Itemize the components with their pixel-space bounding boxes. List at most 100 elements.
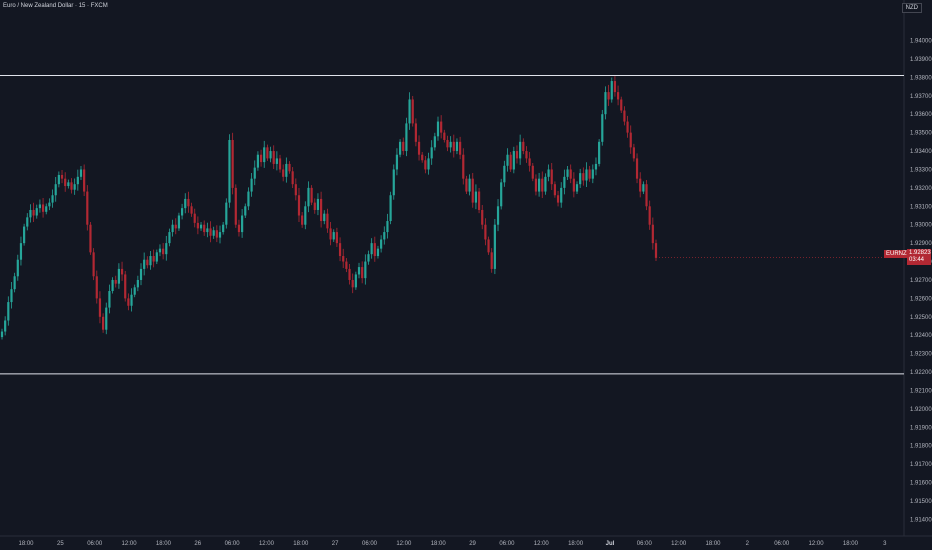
candle-body — [588, 169, 591, 179]
candle-body — [196, 222, 199, 229]
x-tick-label: 29 — [469, 541, 476, 547]
x-tick-label: 18:00 — [568, 541, 584, 547]
x-tick-label: 18:00 — [843, 541, 859, 547]
candle-body — [149, 256, 152, 266]
candle-body — [506, 154, 509, 166]
candle-body — [648, 206, 651, 225]
candle-body — [165, 243, 168, 255]
candle-body — [127, 298, 130, 306]
candle-body — [168, 232, 171, 244]
candle-body — [443, 132, 446, 140]
x-tick-label: 12:00 — [122, 541, 138, 547]
x-tick-label: 18:00 — [293, 541, 309, 547]
candle-body — [582, 173, 585, 181]
candle-body — [509, 154, 512, 170]
candle-body — [79, 169, 83, 177]
bar-countdown: 03:44 — [909, 257, 925, 263]
candle-body — [326, 213, 329, 229]
x-tick-label: 26 — [194, 541, 201, 547]
last-price-value: 1.92823 — [909, 250, 931, 256]
candle-body — [446, 139, 449, 148]
y-tick-label: 1.93100 — [910, 204, 932, 210]
y-tick-label: 1.91400 — [910, 517, 932, 523]
candle-body — [405, 123, 408, 152]
x-tick-label: 12:00 — [671, 541, 687, 547]
candle-body — [114, 279, 117, 284]
candle-body — [320, 198, 323, 222]
y-tick-label: 1.93300 — [910, 167, 932, 173]
candle-body — [269, 151, 272, 159]
candle-body — [585, 169, 588, 181]
candle-body — [361, 267, 364, 279]
candle-body — [95, 276, 98, 299]
currency-label[interactable]: NZD — [901, 3, 922, 13]
y-tick-label: 1.91700 — [910, 462, 932, 468]
candle-body — [607, 92, 610, 100]
candle-body — [231, 139, 234, 188]
x-tick-label: 06:00 — [362, 541, 378, 547]
y-tick-label: 1.92700 — [910, 278, 932, 284]
x-tick-label: 27 — [332, 541, 339, 547]
y-tick-label: 1.93700 — [910, 94, 932, 100]
candle-body — [26, 217, 29, 227]
candle-body — [266, 147, 269, 159]
candle-body — [250, 178, 253, 192]
candle-body — [60, 174, 64, 179]
candle-body — [4, 320, 7, 332]
y-tick-label: 1.92100 — [910, 388, 932, 394]
candle-body — [98, 298, 102, 317]
candle-body — [503, 165, 506, 183]
candle-body — [477, 191, 481, 210]
candle-body — [635, 158, 639, 179]
candle-body — [206, 228, 209, 233]
candle-body — [146, 259, 149, 266]
candle-body — [427, 158, 430, 170]
candle-body — [556, 195, 560, 203]
candle-body — [468, 178, 471, 192]
candle-body — [228, 139, 231, 203]
y-tick-label: 1.93800 — [910, 75, 932, 81]
x-tick-label: 06:00 — [225, 541, 241, 547]
candle-body — [108, 291, 111, 308]
candle-body — [143, 259, 146, 269]
candle-body — [417, 141, 421, 155]
candle-body — [313, 202, 316, 210]
candle-body — [421, 154, 424, 161]
candle-body — [616, 92, 620, 100]
candle-body — [370, 243, 373, 255]
y-tick-label: 1.91500 — [910, 499, 932, 505]
y-tick-label: 1.92300 — [910, 352, 932, 358]
candle-body — [307, 187, 310, 207]
candle-body — [193, 213, 196, 223]
candle-body — [51, 195, 54, 203]
candle-body — [73, 184, 76, 190]
candle-body — [120, 268, 124, 275]
candle-body — [212, 230, 215, 236]
x-tick-label: 18:00 — [705, 541, 721, 547]
candle-body — [424, 160, 427, 170]
candle-body — [525, 151, 528, 159]
candle-body — [481, 209, 484, 225]
candle-body — [247, 191, 250, 207]
candle-body — [465, 178, 468, 192]
candle-body — [297, 195, 301, 216]
candle-body — [392, 169, 395, 196]
candle-body — [335, 232, 338, 244]
candle-body — [199, 224, 203, 229]
candle-body — [538, 178, 541, 192]
candle-body — [408, 99, 411, 124]
candle-body — [383, 232, 386, 240]
candle-body — [351, 279, 354, 288]
candle-body — [86, 191, 89, 225]
x-tick-label: 12:00 — [259, 541, 275, 547]
candle-body — [490, 252, 493, 269]
candle-body — [522, 141, 525, 152]
candle-body — [357, 267, 361, 275]
x-tick-label: 18:00 — [18, 541, 34, 547]
candle-body — [402, 141, 405, 152]
candle-body — [373, 243, 376, 257]
candle-body — [471, 178, 474, 203]
candle-body — [253, 167, 256, 179]
candle-body — [645, 184, 648, 207]
